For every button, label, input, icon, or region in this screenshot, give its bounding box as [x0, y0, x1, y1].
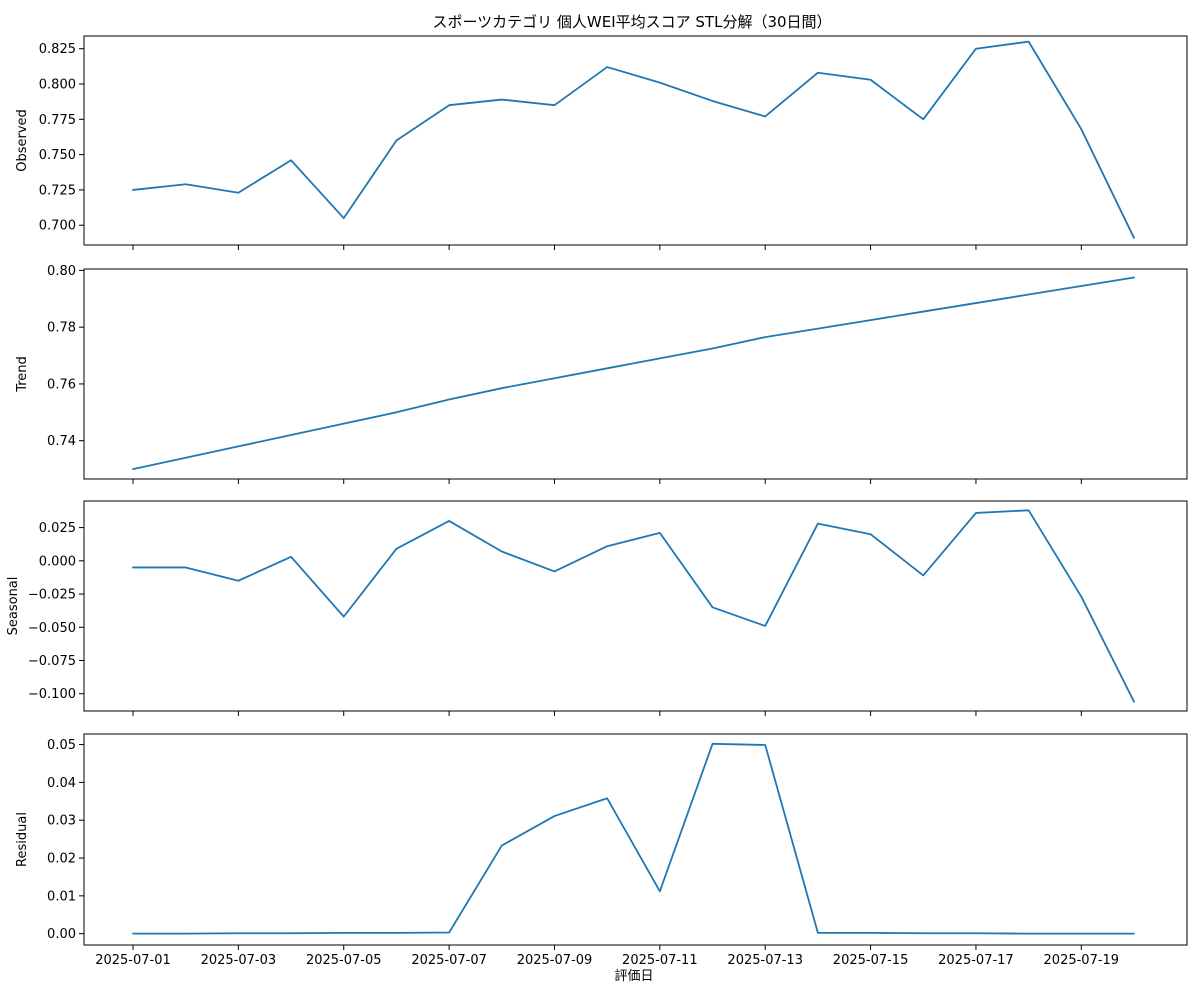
x-axis-label: 評価日 — [614, 969, 653, 984]
y-tick-label: 0.76 — [47, 377, 76, 392]
series-line-trend — [132, 276, 1135, 470]
y-axis-label: Observed — [15, 109, 30, 172]
y-tick-label: 0.025 — [39, 521, 76, 536]
plot-frame — [83, 733, 1188, 946]
x-tick-label: 2025-07-15 — [833, 953, 909, 968]
series-line-observed — [132, 40, 1135, 239]
y-tick-label: 0.74 — [47, 434, 76, 449]
panel-observed: 0.700 0.725 0.750 0.775 0.800 0.825 Observed — [15, 35, 1188, 250]
y-axis-label: Seasonal — [6, 577, 21, 636]
y-tick-label: 0.825 — [39, 42, 76, 57]
plot-frame — [83, 35, 1188, 246]
panel-trend: 0.74 0.76 0.78 0.80 Trend — [15, 264, 1188, 484]
panels: 0.7000.7250.7500.7750.8000.825Observed0.… — [6, 35, 1188, 968]
plot-frame — [83, 268, 1188, 480]
y-tick-label: 0.700 — [39, 219, 76, 234]
series-line-residual — [132, 742, 1135, 935]
y-tick-label: 0.000 — [39, 554, 76, 569]
y-tick-label: 0.05 — [47, 738, 76, 753]
x-tick-label: 2025-07-17 — [938, 953, 1014, 968]
x-tick-label: 2025-07-09 — [517, 953, 593, 968]
x-tick-label: 2025-07-19 — [1044, 953, 1120, 968]
panel-seasonal: −0.100 −0.075 −0.050 −0.025 0.000 0.025 Season… — [6, 500, 1188, 716]
y-tick-label: 0.00 — [47, 927, 76, 942]
y-axis-label: Trend — [15, 356, 30, 393]
x-tick-label: 2025-07-01 — [95, 953, 171, 968]
panel-residual: 0.00 0.01 0.02 0.03 0.04 0.05 2025-07-01 2025-0… — [15, 733, 1188, 968]
y-tick-label: 0.04 — [47, 776, 76, 791]
x-tick-label: 2025-07-07 — [411, 953, 487, 968]
x-tick-label: 2025-07-03 — [201, 953, 277, 968]
series-line-seasonal — [132, 509, 1135, 703]
y-tick-label: 0.800 — [39, 78, 76, 93]
x-tick-label: 2025-07-13 — [727, 953, 803, 968]
x-tick-label: 2025-07-05 — [306, 953, 382, 968]
y-tick-label: 0.02 — [47, 852, 76, 867]
y-tick-label: −0.100 — [28, 687, 76, 702]
chart-title: スポーツカテゴリ 個人WEI平均スコア STL分解（30日間） — [432, 13, 831, 31]
y-tick-label: −0.075 — [28, 654, 76, 669]
y-tick-label: −0.050 — [28, 621, 76, 636]
y-tick-label: 0.78 — [47, 321, 76, 336]
y-tick-label: 0.80 — [47, 264, 76, 279]
y-tick-label: 0.01 — [47, 889, 76, 904]
y-tick-label: 0.725 — [39, 183, 76, 198]
y-tick-label: 0.775 — [39, 113, 76, 128]
x-tick-label: 2025-07-11 — [622, 953, 698, 968]
y-tick-label: 0.03 — [47, 814, 76, 829]
y-axis-label: Residual — [15, 812, 30, 867]
y-tick-label: 0.750 — [39, 148, 76, 163]
y-tick-label: −0.025 — [28, 588, 76, 603]
plot-frame — [83, 500, 1188, 712]
